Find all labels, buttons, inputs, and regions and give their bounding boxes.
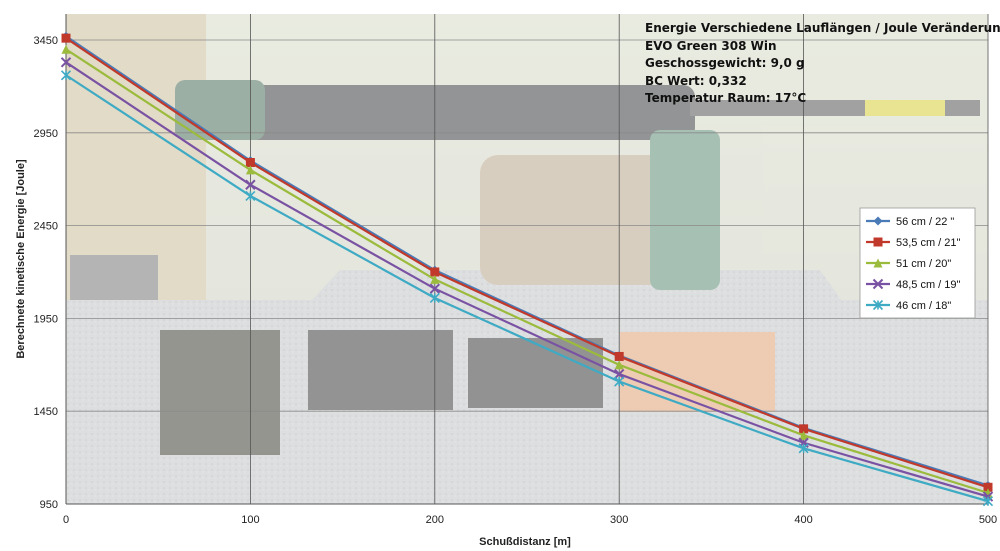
legend: 56 cm / 22 " 53,5 cm / 21" 51 cm / 20" 48,5… — [859, 207, 976, 319]
y-tick-label: 3450 — [34, 35, 58, 47]
data-point-series-3 — [614, 360, 624, 370]
x-tick-label: 0 — [63, 514, 69, 526]
legend-entry: 48,5 cm / 19" — [896, 279, 961, 291]
data-point-series-5 — [429, 292, 440, 304]
y-tick-label: 2450 — [34, 221, 58, 233]
legend-entry: 46 cm / 18" — [896, 300, 951, 312]
x-tick-label: 100 — [241, 514, 259, 526]
x-axis-title: Schußdistanz [m] — [479, 536, 571, 548]
data-point-series-4 — [613, 368, 625, 380]
y-axis-title: Berechnete kinetische Energie [Joule] — [15, 159, 27, 359]
annotation-line-1: Energie Verschiedene Lauflängen / Joule … — [645, 21, 1000, 35]
data-point-series-3 — [799, 430, 809, 440]
data-point-series-4 — [60, 57, 72, 68]
data-point-series-5 — [614, 376, 625, 387]
data-point-series-3 — [245, 165, 255, 175]
y-tick-label: 2950 — [34, 128, 58, 140]
annotation-line-3: Geschossgewicht: 9,0 g — [645, 56, 805, 70]
data-point-series-5 — [245, 190, 256, 201]
legend-marker — [872, 278, 884, 290]
legend-marker — [873, 216, 883, 226]
data-point-series-5 — [982, 496, 994, 507]
axes: 950 1450 1950 2450 2950 3450 0 100 200 300 400 500 — [34, 14, 997, 526]
data-point-series-2 — [245, 157, 255, 167]
data-point-series-2 — [614, 351, 624, 361]
y-tick-label: 950 — [40, 499, 58, 511]
annotation-line-2: EVO Green 308 Win — [645, 39, 777, 53]
annotation-line-4: BC Wert: 0,332 — [645, 74, 747, 88]
data-point-series-2 — [799, 424, 809, 434]
data-point-series-3 — [61, 44, 71, 54]
series-lines — [60, 31, 994, 507]
annotation-line-5: Temperatur Raum: 17°C — [645, 91, 806, 105]
series-line-3 — [65, 48, 989, 494]
legend-entry: 56 cm / 22 " — [896, 216, 954, 228]
data-point-series-2 — [430, 267, 440, 277]
series-line-2 — [65, 37, 989, 489]
x-tick-label: 300 — [610, 514, 628, 526]
y-tick-label: 1950 — [34, 313, 58, 325]
legend-entry: 51 cm / 20" — [896, 258, 951, 270]
legend-marker — [872, 299, 884, 311]
data-point-series-3 — [430, 274, 440, 284]
data-point-series-5 — [60, 70, 72, 81]
legend-marker — [873, 258, 883, 268]
x-tick-label: 500 — [979, 514, 997, 526]
data-point-series-5 — [798, 443, 809, 454]
x-tick-label: 400 — [794, 514, 812, 526]
background-photo — [66, 14, 988, 504]
legend-entry: 53,5 cm / 21" — [896, 237, 961, 249]
y-tick-label: 1450 — [34, 406, 58, 418]
data-point-series-2 — [61, 33, 71, 43]
series-line-5 — [65, 74, 989, 503]
data-point-series-4 — [245, 179, 256, 190]
series-line-4 — [65, 61, 989, 498]
legend-marker — [873, 237, 883, 247]
data-point-series-2 — [983, 482, 993, 492]
x-tick-label: 200 — [426, 514, 444, 526]
annotation-block: Energie Verschiedene Lauflängen / Joule … — [645, 21, 1000, 105]
data-point-series-4 — [429, 283, 441, 294]
